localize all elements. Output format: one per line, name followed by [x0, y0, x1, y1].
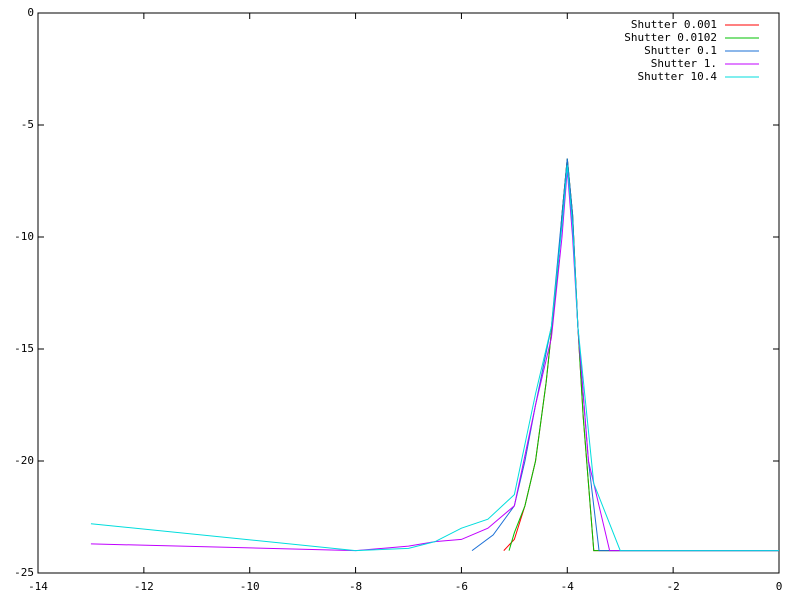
y-tick-label: -20: [14, 454, 34, 467]
legend-label: Shutter 10.4: [638, 70, 718, 83]
x-tick-label: 0: [776, 580, 783, 593]
legend-label: Shutter 0.1: [644, 44, 717, 57]
legend-label: Shutter 0.001: [631, 18, 717, 31]
x-tick-label: -4: [561, 580, 575, 593]
x-tick-label: -8: [349, 580, 362, 593]
series-line: [90, 169, 779, 552]
x-tick-label: -12: [134, 580, 154, 593]
y-tick-label: -10: [14, 230, 34, 243]
series-line: [471, 158, 779, 552]
y-tick-label: -25: [14, 566, 34, 579]
legend-label: Shutter 0.0102: [624, 31, 717, 44]
series-line: [508, 158, 779, 552]
y-tick-label: -5: [21, 118, 34, 131]
x-tick-label: -10: [240, 580, 260, 593]
y-tick-label: -15: [14, 342, 34, 355]
y-tick-label: 0: [27, 6, 34, 19]
plot-frame: [37, 12, 780, 574]
series-line: [90, 165, 779, 552]
legend-label: Shutter 1.: [651, 57, 717, 70]
x-tick-label: -14: [28, 580, 48, 593]
x-tick-label: -2: [667, 580, 680, 593]
x-tick-label: -6: [455, 580, 468, 593]
